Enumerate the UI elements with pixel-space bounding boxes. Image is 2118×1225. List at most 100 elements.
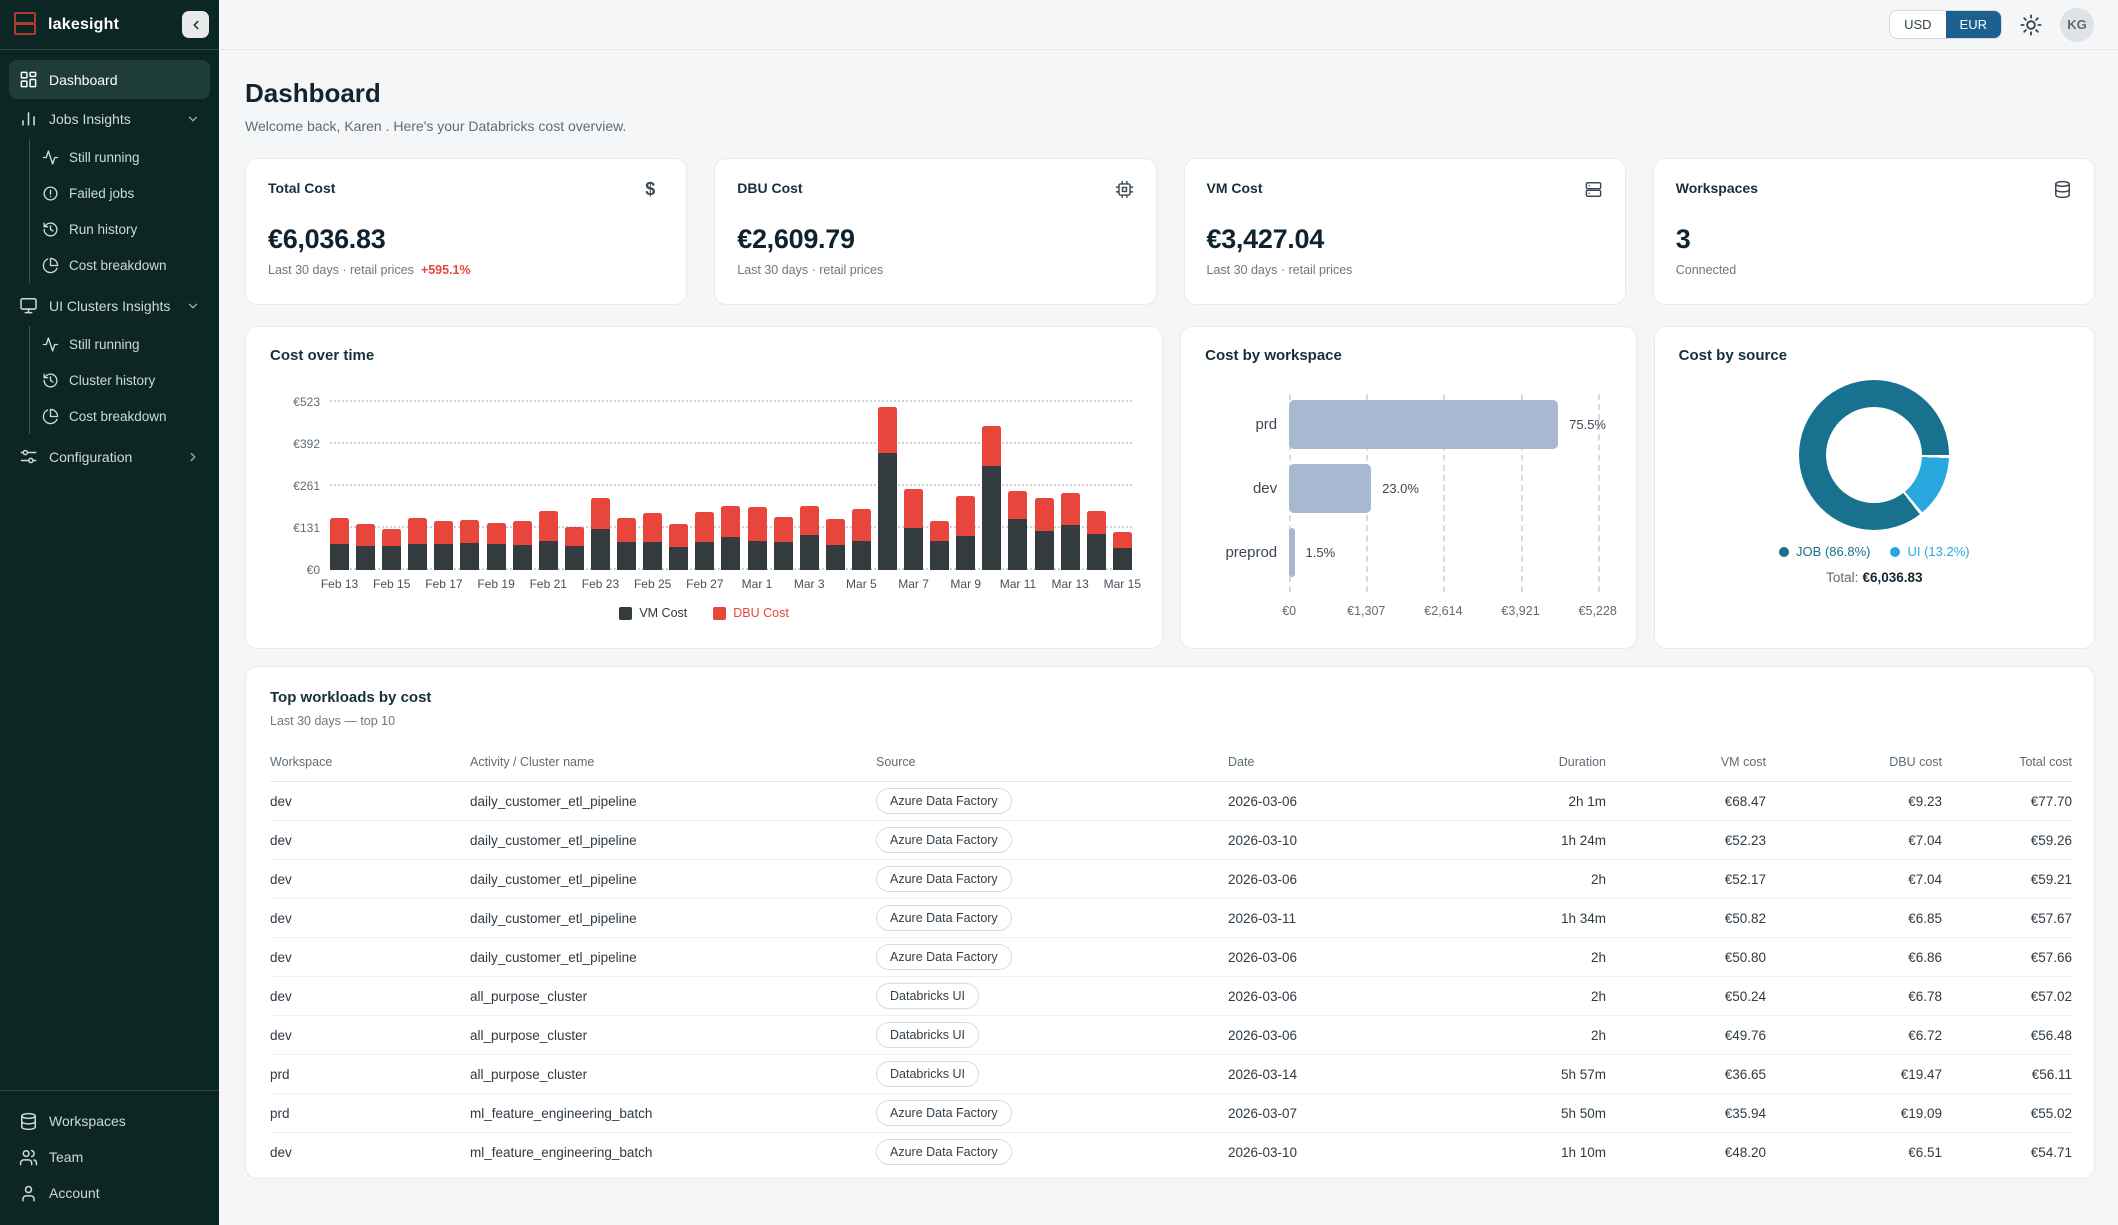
sidebar-item-jobs-insights[interactable]: Jobs Insights [9,99,210,138]
y-tick-label: €131 [293,520,320,535]
theme-toggle-button[interactable] [2020,13,2042,36]
workspace-bar [1289,464,1372,513]
cell-source: Databricks UI [876,1015,1228,1055]
kpi-caption: Last 30 days · retail prices +595.1% [268,263,664,277]
stacked-bar-mar-11 [1008,491,1028,570]
dbu-cost-segment [799,506,819,535]
cell-vm-cost: €50.80 [1606,937,1766,977]
workloads-table: Workspace Activity / Cluster name Source Da… [270,744,2072,1172]
cell-activity-cluster-name: daily_customer_etl_pipeline [470,937,876,977]
stacked-bar-mar-12 [1034,498,1054,570]
history-icon [42,221,59,238]
vm-cost-segment [617,542,637,570]
dbu-cost-segment [956,496,976,536]
total-value: €6,036.83 [1862,570,1923,585]
cell-date: 2026-03-11 [1228,898,1456,938]
y-tick-label: €261 [293,479,320,494]
sidebar-item-dashboard[interactable]: Dashboard [9,60,210,99]
sidebar-item-cluster-history[interactable]: Cluster history [34,362,210,398]
vm-cost-segment [721,537,741,570]
cell-date: 2026-03-06 [1228,781,1456,821]
charts-row: Cost over time €0 €131 €261 €392 €523 Feb 13… [245,326,2095,649]
pie-chart-icon [42,257,59,274]
cell-total-cost: €54.71 [2030,1144,2072,1160]
workspace-bar [1289,400,1559,449]
cell-date: 2026-03-10 [1228,1144,1298,1160]
sidebar-item-team[interactable]: Team [9,1139,210,1175]
kpi-label: Total Cost [268,180,336,196]
gridline [330,400,1133,402]
dashboard-icon [19,70,38,89]
cell-workspace: prd [270,1054,470,1094]
dollar-icon: $ [645,179,656,199]
monitor-icon [19,296,38,315]
cell-source: Azure Data Factory [876,898,1228,938]
stacked-bar-feb-15 [382,529,402,570]
cell-workspace: dev [270,898,470,938]
cell-activity-cluster-name: daily_customer_etl_pipeline [470,898,876,938]
dbu-cost-segment [1086,511,1106,534]
vm-cost-segment [408,544,428,570]
sub-list-jobs-insights: Still running Failed jobs Run history Cost … [29,139,210,283]
sidebar-item-label: UI Clusters Insights [49,297,171,314]
kpi-delta: +595.1% [420,263,471,277]
column-header-activity-cluster-name: Activity / Cluster name [470,744,876,782]
y-tick-label: €392 [293,437,320,452]
x-tick-label: €5,228 [1578,604,1617,618]
activity-icon [42,336,59,353]
stacked-bar-feb-16 [408,518,428,570]
sidebar-item-configuration[interactable]: Configuration [9,437,210,476]
currency-option-usd[interactable]: USD [1904,17,1932,32]
avatar[interactable]: KG [2060,7,2094,42]
sidebar-item-ui-clusters-insights[interactable]: UI Clusters Insights [9,286,210,325]
dbu-cost-segment [330,518,349,544]
cell-total-cost: €57.02 [1942,976,2072,1016]
cpu-icon [1115,180,1134,199]
legend-dot [1779,546,1790,557]
table-row: dev all_purpose_cluster Databricks UI 2026-… [270,1015,2072,1055]
sidebar-item-label: Still running [69,149,140,165]
vm-cost-segment [643,542,663,570]
dbu-cost-segment [721,506,741,537]
sidebar-item-cost-breakdown[interactable]: Cost breakdown [34,247,210,283]
vm-cost-segment [669,547,689,570]
y-tick-label: €0 [306,563,320,577]
column-header-workspace: Workspace [270,744,470,782]
source-badge: Azure Data Factory [876,827,1012,853]
stacked-bar-mar-6 [877,407,897,570]
cell-duration: 1h 34m [1456,898,1606,938]
kpi-caption-text: Connected [1675,263,1737,277]
sidebar-item-run-history[interactable]: Run history [34,211,210,247]
dbu-cost-segment [564,527,584,546]
chevron-down-icon [186,112,200,126]
dbu-cost-segment [382,529,402,546]
currency-option-eur[interactable]: EUR [1945,11,2001,38]
x-tick-label: Feb 23 [581,577,620,591]
sidebar-item-failed-jobs[interactable]: Failed jobs [34,175,210,211]
x-tick-label [878,577,897,591]
stacked-bar-mar-1 [747,507,767,570]
cost-over-time-title: Cost over time [270,347,375,364]
x-tick-label: Mar 5 [846,577,877,591]
workspace-bar-value-label: 1.5% [1305,545,1336,560]
sidebar-item-still-running[interactable]: Still running [34,139,210,175]
cost-over-time-x-axis: Feb 13 Feb 15 Feb 17 Feb 19 Feb 21 Feb 23 Feb … [321,577,1141,591]
database-icon [19,1112,38,1131]
sidebar-item-account[interactable]: Account [9,1175,210,1211]
table-row: dev daily_customer_etl_pipeline Azure Data… [270,898,2072,938]
page-content: Dashboard Welcome back, Karen . Here's y… [219,50,2118,1179]
column-header-vm-cost: VM cost [1606,744,1766,782]
legend-swatch [713,606,727,620]
sidebar-item-still-running[interactable]: Still running [34,326,210,362]
sidebar-item-cost-breakdown[interactable]: Cost breakdown [34,398,210,434]
cell-activity-cluster-name: all_purpose_cluster [470,976,876,1016]
workspace-category-label: prd [1255,416,1278,433]
sidebar-collapse-button[interactable] [182,11,209,38]
kpi-card-total-cost: Total Cost $ €6,036.83 Last 30 days · retai… [245,158,688,305]
server-icon [1584,180,1603,199]
vm-cost-segment [930,541,950,570]
user-icon [19,1184,38,1203]
kpi-card-header: VM Cost [1207,180,1603,199]
sidebar-item-workspaces[interactable]: Workspaces [9,1103,210,1139]
